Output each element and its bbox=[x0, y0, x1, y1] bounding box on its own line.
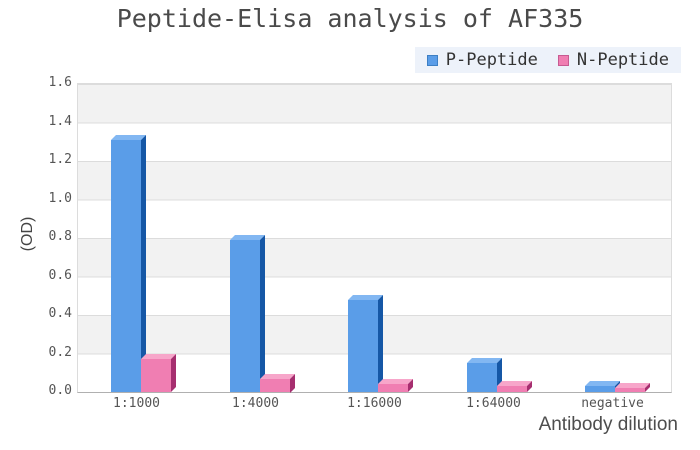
bar-group-1-4000 bbox=[229, 84, 295, 392]
y-tick-0.0: 0.0 bbox=[48, 383, 72, 398]
bar-p-peptide-1-16000 bbox=[348, 299, 379, 392]
bar-n-peptide-negative bbox=[615, 388, 646, 392]
y-tick-0.8: 0.8 bbox=[48, 229, 72, 244]
legend-label-p-peptide: P-Peptide bbox=[445, 50, 538, 70]
x-tick-negative: negative bbox=[581, 396, 644, 411]
bar-p-peptide-1-64000 bbox=[466, 363, 497, 392]
y-tick-0.2: 0.2 bbox=[48, 344, 72, 360]
x-tick-1-1000: 1:1000 bbox=[113, 396, 160, 411]
chart-title: Peptide-Elisa analysis of AF335 bbox=[116, 4, 584, 33]
n-peptide-swatch-icon bbox=[557, 54, 569, 66]
legend-item-n-peptide: N-Peptide bbox=[557, 50, 669, 70]
x-tick-1-64000: 1:64000 bbox=[466, 396, 521, 411]
bar-p-peptide-negative bbox=[585, 386, 616, 392]
x-axis-ticks: 1:1000 1:4000 1:16000 1:64000 negative bbox=[77, 396, 672, 411]
legend-item-p-peptide: P-Peptide bbox=[426, 50, 538, 70]
bar-group-negative bbox=[585, 84, 650, 392]
bar-group-1-16000 bbox=[348, 84, 413, 392]
bar-p-peptide-1-4000 bbox=[229, 239, 260, 392]
legend-label-n-peptide: N-Peptide bbox=[576, 50, 669, 70]
p-peptide-swatch-icon bbox=[426, 54, 438, 66]
x-tick-1-4000: 1:4000 bbox=[232, 396, 279, 411]
y-tick-0.6: 0.6 bbox=[48, 267, 72, 283]
x-tick-1-16000: 1:16000 bbox=[347, 396, 402, 411]
bar-group-1-64000 bbox=[466, 84, 532, 392]
bar-group-1-1000 bbox=[111, 84, 176, 392]
plot-area bbox=[77, 83, 672, 393]
x-axis-title: Antibody dilution bbox=[538, 414, 678, 435]
y-tick-0.4: 0.4 bbox=[48, 306, 72, 321]
legend: P-Peptide N-Peptide bbox=[414, 47, 681, 73]
y-tick-1.4: 1.4 bbox=[48, 113, 72, 129]
bar-n-peptide-1-4000 bbox=[259, 378, 290, 392]
bar-n-peptide-1-16000 bbox=[378, 384, 409, 392]
bar-n-peptide-1-1000 bbox=[141, 359, 171, 392]
y-tick-1.6: 1.6 bbox=[48, 75, 72, 90]
bar-n-peptide-1-64000 bbox=[496, 386, 527, 392]
y-tick-1.2: 1.2 bbox=[48, 152, 72, 167]
bar-p-peptide-1-1000 bbox=[111, 139, 141, 392]
y-tick-1.0: 1.0 bbox=[48, 190, 72, 206]
